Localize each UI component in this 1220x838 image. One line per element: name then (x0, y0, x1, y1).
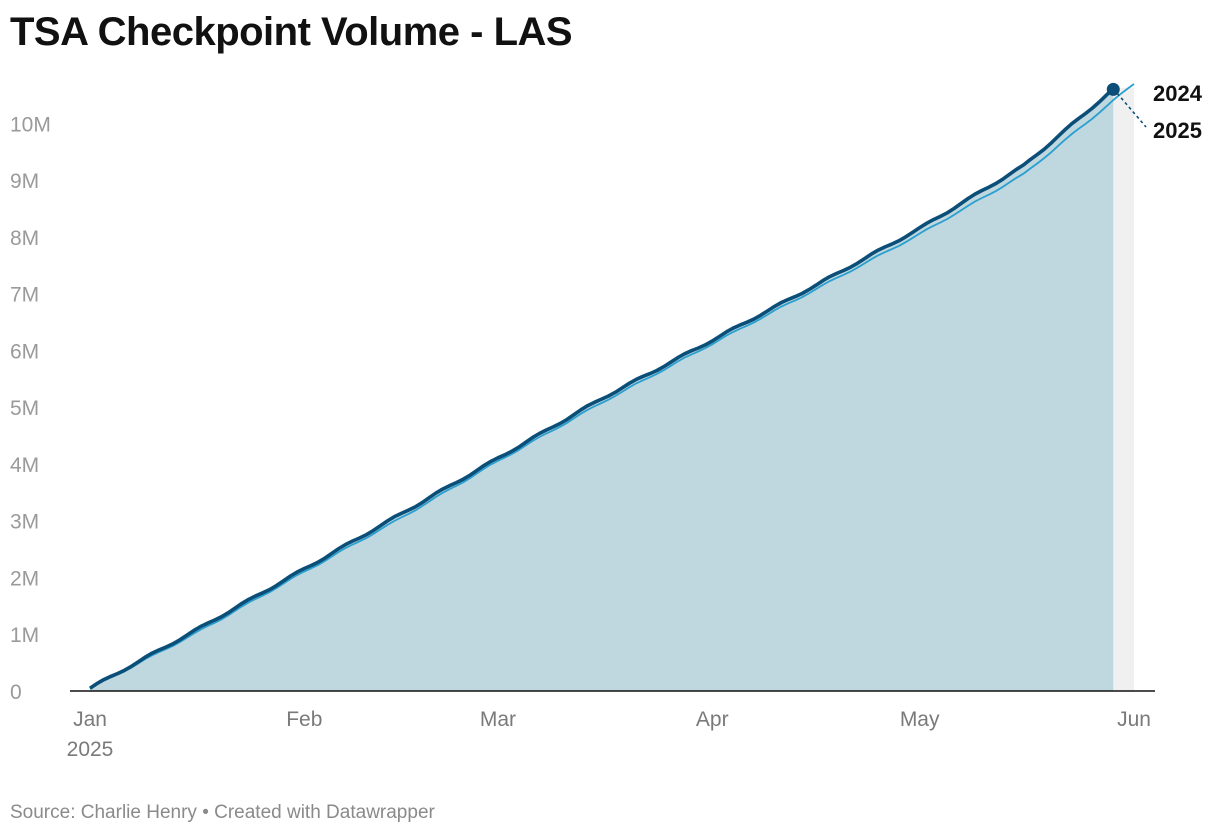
x-tick-label: Jan (73, 708, 107, 731)
y-tick-label: 6M (10, 340, 39, 363)
series-label-2024: 2024 (1153, 81, 1203, 106)
remaining-period-band (1113, 88, 1134, 691)
x-tick-year-label: 2025 (67, 738, 114, 761)
y-tick-label: 3M (10, 511, 39, 534)
x-axis-ticks: Jan Feb Mar Apr May Jun 2025 (67, 708, 1151, 761)
series-label-2025: 2025 (1153, 118, 1202, 143)
line-2024 (89, 83, 1135, 690)
latest-point-marker (1106, 82, 1120, 96)
y-tick-label: 2M (10, 567, 39, 590)
y-tick-label: 0 (10, 681, 22, 704)
y-tick-label: 8M (10, 227, 39, 250)
x-tick-label: May (900, 708, 940, 731)
y-tick-label: 9M (10, 170, 39, 193)
chart-title: TSA Checkpoint Volume - LAS (10, 10, 573, 54)
x-tick-label: Apr (696, 708, 729, 731)
leader-line-2025 (1116, 92, 1147, 128)
y-axis-ticks: 0 1M 2M 3M 4M 5M 6M 7M 8M 9M 10M (10, 113, 51, 704)
x-tick-label: Mar (480, 708, 516, 731)
y-tick-label: 5M (10, 397, 39, 420)
y-tick-label: 4M (10, 454, 39, 477)
y-tick-label: 1M (10, 624, 39, 647)
x-tick-label: Jun (1117, 708, 1151, 731)
y-tick-label: 10M (10, 113, 51, 136)
area-2025 (90, 88, 1114, 692)
line-2025 (89, 87, 1115, 690)
source-credit: Source: Charlie Henry • Created with Dat… (10, 802, 435, 823)
y-tick-label: 7M (10, 284, 39, 307)
x-tick-label: Feb (286, 708, 322, 731)
